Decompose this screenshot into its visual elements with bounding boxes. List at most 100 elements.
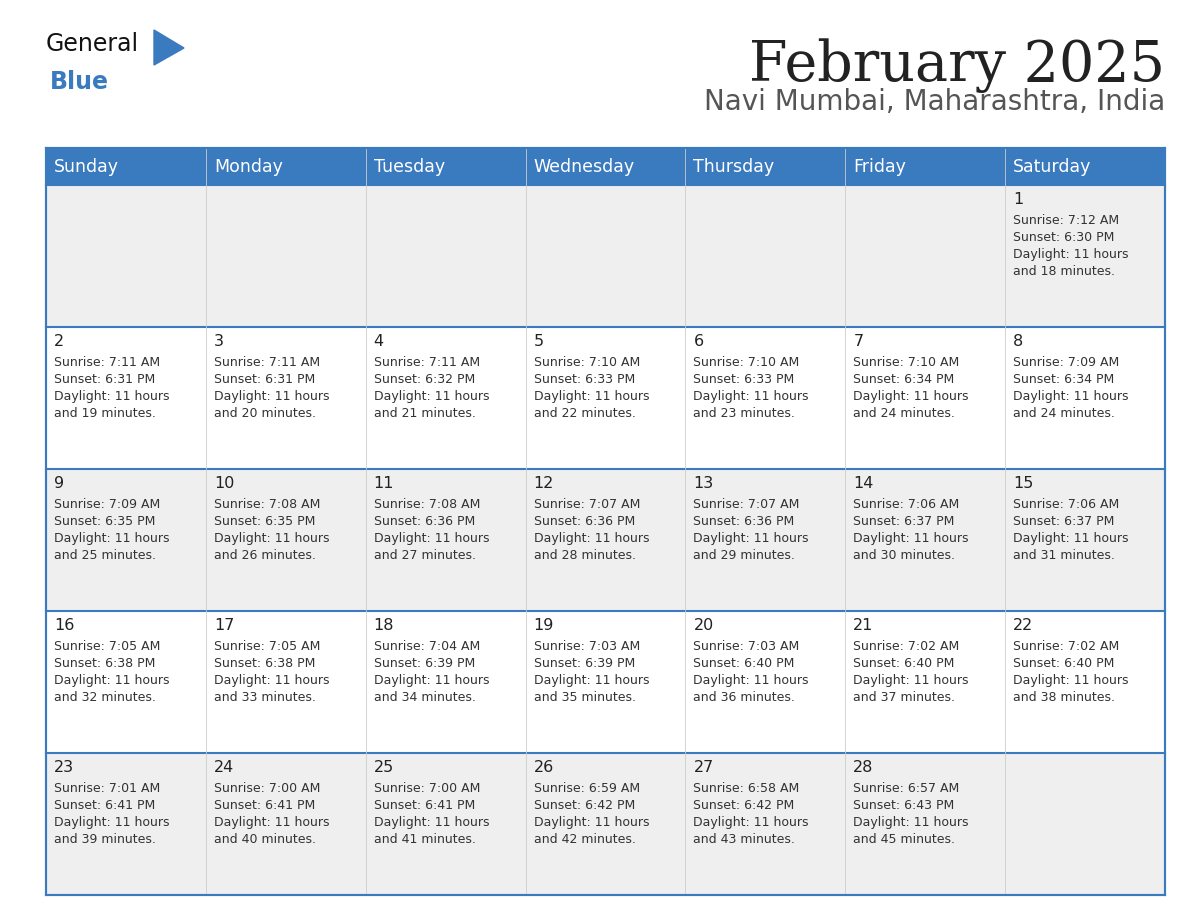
Text: and 26 minutes.: and 26 minutes. bbox=[214, 549, 316, 562]
Text: Thursday: Thursday bbox=[694, 158, 775, 175]
Bar bbox=[1005, 148, 1165, 185]
Text: Sunset: 6:40 PM: Sunset: 6:40 PM bbox=[694, 657, 795, 670]
Text: Sunrise: 7:03 AM: Sunrise: 7:03 AM bbox=[533, 640, 640, 653]
Text: and 20 minutes.: and 20 minutes. bbox=[214, 407, 316, 420]
Text: Sunset: 6:41 PM: Sunset: 6:41 PM bbox=[374, 799, 475, 812]
Text: Sunrise: 7:01 AM: Sunrise: 7:01 AM bbox=[53, 782, 160, 795]
Bar bbox=[46, 148, 206, 185]
Text: Sunset: 6:41 PM: Sunset: 6:41 PM bbox=[53, 799, 156, 812]
Text: Daylight: 11 hours: Daylight: 11 hours bbox=[533, 390, 649, 403]
Text: Daylight: 11 hours: Daylight: 11 hours bbox=[694, 816, 809, 829]
Text: Daylight: 11 hours: Daylight: 11 hours bbox=[374, 532, 489, 545]
Text: Sunrise: 7:08 AM: Sunrise: 7:08 AM bbox=[214, 498, 321, 511]
Text: Daylight: 11 hours: Daylight: 11 hours bbox=[533, 816, 649, 829]
Text: Sunset: 6:42 PM: Sunset: 6:42 PM bbox=[694, 799, 795, 812]
Text: 3: 3 bbox=[214, 334, 223, 349]
Text: Daylight: 11 hours: Daylight: 11 hours bbox=[1013, 390, 1129, 403]
Text: Sunrise: 7:04 AM: Sunrise: 7:04 AM bbox=[374, 640, 480, 653]
Text: Wednesday: Wednesday bbox=[533, 158, 634, 175]
Text: Sunday: Sunday bbox=[53, 158, 119, 175]
Text: Sunrise: 7:00 AM: Sunrise: 7:00 AM bbox=[374, 782, 480, 795]
Text: 6: 6 bbox=[694, 334, 703, 349]
Text: Sunset: 6:32 PM: Sunset: 6:32 PM bbox=[374, 373, 475, 386]
Text: Sunrise: 6:58 AM: Sunrise: 6:58 AM bbox=[694, 782, 800, 795]
Bar bbox=[46, 611, 1165, 753]
Text: Sunset: 6:35 PM: Sunset: 6:35 PM bbox=[214, 515, 315, 528]
Text: Sunrise: 6:59 AM: Sunrise: 6:59 AM bbox=[533, 782, 639, 795]
Text: Sunrise: 7:03 AM: Sunrise: 7:03 AM bbox=[694, 640, 800, 653]
Text: and 41 minutes.: and 41 minutes. bbox=[374, 833, 475, 846]
Text: Sunset: 6:40 PM: Sunset: 6:40 PM bbox=[1013, 657, 1114, 670]
Text: Sunset: 6:33 PM: Sunset: 6:33 PM bbox=[694, 373, 795, 386]
Text: Daylight: 11 hours: Daylight: 11 hours bbox=[53, 674, 170, 687]
Text: Daylight: 11 hours: Daylight: 11 hours bbox=[1013, 532, 1129, 545]
Text: Daylight: 11 hours: Daylight: 11 hours bbox=[853, 674, 968, 687]
Text: Sunrise: 7:10 AM: Sunrise: 7:10 AM bbox=[853, 356, 960, 369]
Text: and 27 minutes.: and 27 minutes. bbox=[374, 549, 475, 562]
Text: General: General bbox=[46, 32, 139, 56]
Text: Blue: Blue bbox=[50, 70, 109, 94]
Bar bbox=[366, 148, 525, 185]
Text: 12: 12 bbox=[533, 476, 554, 491]
Text: 28: 28 bbox=[853, 760, 873, 775]
Text: and 35 minutes.: and 35 minutes. bbox=[533, 691, 636, 704]
Text: Sunset: 6:37 PM: Sunset: 6:37 PM bbox=[1013, 515, 1114, 528]
Text: 11: 11 bbox=[374, 476, 394, 491]
Text: Daylight: 11 hours: Daylight: 11 hours bbox=[533, 532, 649, 545]
Text: Sunrise: 7:06 AM: Sunrise: 7:06 AM bbox=[853, 498, 960, 511]
Text: 1: 1 bbox=[1013, 192, 1023, 207]
Text: Sunset: 6:36 PM: Sunset: 6:36 PM bbox=[374, 515, 475, 528]
Text: Sunset: 6:31 PM: Sunset: 6:31 PM bbox=[53, 373, 156, 386]
Text: Sunset: 6:39 PM: Sunset: 6:39 PM bbox=[533, 657, 634, 670]
Text: 23: 23 bbox=[53, 760, 74, 775]
Text: Sunset: 6:35 PM: Sunset: 6:35 PM bbox=[53, 515, 156, 528]
Text: 10: 10 bbox=[214, 476, 234, 491]
Text: Sunset: 6:36 PM: Sunset: 6:36 PM bbox=[533, 515, 634, 528]
Bar bbox=[685, 148, 846, 185]
Bar bbox=[846, 148, 1005, 185]
Text: and 40 minutes.: and 40 minutes. bbox=[214, 833, 316, 846]
Text: Sunset: 6:33 PM: Sunset: 6:33 PM bbox=[533, 373, 634, 386]
Text: 19: 19 bbox=[533, 618, 554, 633]
Text: 21: 21 bbox=[853, 618, 873, 633]
Text: Sunset: 6:37 PM: Sunset: 6:37 PM bbox=[853, 515, 955, 528]
Text: 7: 7 bbox=[853, 334, 864, 349]
Text: Sunset: 6:40 PM: Sunset: 6:40 PM bbox=[853, 657, 955, 670]
Text: 20: 20 bbox=[694, 618, 714, 633]
Text: 8: 8 bbox=[1013, 334, 1023, 349]
Text: Sunrise: 7:00 AM: Sunrise: 7:00 AM bbox=[214, 782, 321, 795]
Text: Sunset: 6:41 PM: Sunset: 6:41 PM bbox=[214, 799, 315, 812]
Text: Daylight: 11 hours: Daylight: 11 hours bbox=[214, 816, 329, 829]
Text: and 36 minutes.: and 36 minutes. bbox=[694, 691, 795, 704]
Polygon shape bbox=[154, 30, 184, 65]
Text: Sunrise: 7:09 AM: Sunrise: 7:09 AM bbox=[53, 498, 160, 511]
Text: Daylight: 11 hours: Daylight: 11 hours bbox=[694, 390, 809, 403]
Text: 26: 26 bbox=[533, 760, 554, 775]
Text: Sunrise: 7:09 AM: Sunrise: 7:09 AM bbox=[1013, 356, 1119, 369]
Text: Sunset: 6:34 PM: Sunset: 6:34 PM bbox=[1013, 373, 1114, 386]
Text: Daylight: 11 hours: Daylight: 11 hours bbox=[694, 674, 809, 687]
Text: and 31 minutes.: and 31 minutes. bbox=[1013, 549, 1116, 562]
Text: Sunrise: 7:05 AM: Sunrise: 7:05 AM bbox=[214, 640, 321, 653]
Text: Sunrise: 7:02 AM: Sunrise: 7:02 AM bbox=[1013, 640, 1119, 653]
Text: Daylight: 11 hours: Daylight: 11 hours bbox=[214, 532, 329, 545]
Text: and 29 minutes.: and 29 minutes. bbox=[694, 549, 795, 562]
Text: Daylight: 11 hours: Daylight: 11 hours bbox=[853, 390, 968, 403]
Text: Sunset: 6:42 PM: Sunset: 6:42 PM bbox=[533, 799, 634, 812]
Text: Daylight: 11 hours: Daylight: 11 hours bbox=[374, 390, 489, 403]
Text: Sunrise: 7:11 AM: Sunrise: 7:11 AM bbox=[53, 356, 160, 369]
Text: 4: 4 bbox=[374, 334, 384, 349]
Text: Sunrise: 7:10 AM: Sunrise: 7:10 AM bbox=[533, 356, 640, 369]
Text: and 24 minutes.: and 24 minutes. bbox=[1013, 407, 1116, 420]
Text: and 37 minutes.: and 37 minutes. bbox=[853, 691, 955, 704]
Text: 5: 5 bbox=[533, 334, 544, 349]
Text: Sunset: 6:43 PM: Sunset: 6:43 PM bbox=[853, 799, 954, 812]
Text: Daylight: 11 hours: Daylight: 11 hours bbox=[53, 532, 170, 545]
Text: 25: 25 bbox=[374, 760, 394, 775]
Text: Daylight: 11 hours: Daylight: 11 hours bbox=[53, 816, 170, 829]
Text: and 38 minutes.: and 38 minutes. bbox=[1013, 691, 1116, 704]
Text: Daylight: 11 hours: Daylight: 11 hours bbox=[374, 674, 489, 687]
Text: and 28 minutes.: and 28 minutes. bbox=[533, 549, 636, 562]
Text: 22: 22 bbox=[1013, 618, 1034, 633]
Text: and 18 minutes.: and 18 minutes. bbox=[1013, 265, 1116, 278]
